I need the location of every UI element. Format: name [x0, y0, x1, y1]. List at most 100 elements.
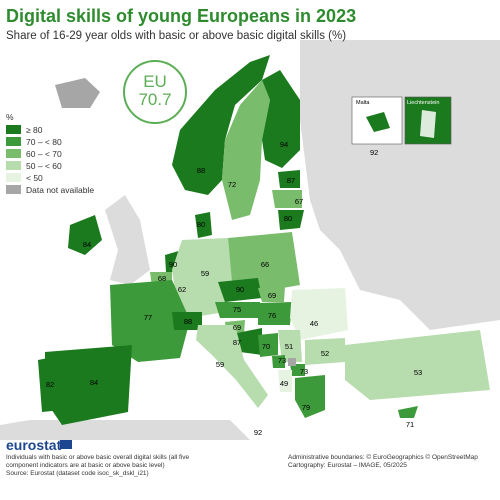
- label-switzerland: 88: [184, 317, 192, 326]
- legend-item: 60 – < 70: [6, 148, 94, 159]
- switzerland-region: [172, 312, 202, 330]
- inset-malta: Malta 92: [351, 96, 403, 157]
- legend-swatch: [6, 137, 21, 146]
- footer-source: Source: Eurostat (dataset code isoc_sk_d…: [6, 470, 149, 477]
- page-subtitle: Share of 16-29 year olds with basic or a…: [6, 30, 347, 42]
- bosnia-region: [258, 333, 278, 357]
- legend-label: ≥ 80: [26, 124, 43, 135]
- label-portugal: 82: [46, 380, 54, 389]
- legend-label: < 50: [26, 172, 43, 183]
- finland-region: [262, 70, 300, 168]
- page-title: Digital skills of young Europeans in 202…: [6, 6, 357, 26]
- inset-liechtenstein: Liechtenstein: [404, 96, 452, 145]
- portugal-region: [38, 356, 62, 412]
- legend-swatch: [6, 149, 21, 158]
- eu-average-badge: EU 70.7: [123, 60, 187, 124]
- uk-land: [105, 195, 150, 285]
- label-hungary: 76: [268, 311, 276, 320]
- legend-label: 60 – < 70: [26, 148, 62, 159]
- label-slovakia: 69: [268, 291, 276, 300]
- albania-region: [278, 370, 292, 392]
- eu-badge-label: EU: [143, 72, 167, 91]
- label-sweden: 72: [228, 180, 236, 189]
- label-finland: 94: [280, 140, 288, 149]
- footer-note-line: component indicators are at basic or abo…: [6, 462, 165, 469]
- label-spain: 84: [90, 378, 98, 387]
- label-belgium: 68: [158, 274, 166, 283]
- label-latvia: 67: [295, 197, 303, 206]
- legend-unit: %: [6, 112, 14, 122]
- footer-boundaries: Administrative boundaries: © EuroGeograp…: [288, 454, 478, 461]
- label-netherlands: 90: [169, 260, 177, 269]
- label-italy: 59: [216, 360, 224, 369]
- germany-region: [172, 238, 232, 318]
- legend-label: 70 – < 80: [26, 136, 62, 147]
- label-romania: 46: [310, 319, 318, 328]
- austria-region: [215, 302, 260, 318]
- ireland-region: [68, 215, 102, 255]
- label-bulgaria: 52: [321, 349, 329, 358]
- label-austria: 75: [233, 305, 241, 314]
- hungary-region: [258, 302, 292, 325]
- spain-region: [45, 345, 132, 425]
- label-czechia: 90: [236, 285, 244, 294]
- footer-note-line: Individuals with basic or above basic ov…: [6, 454, 190, 461]
- sweden-region: [222, 80, 270, 220]
- label-poland: 66: [261, 260, 269, 269]
- label-norway: 88: [197, 166, 205, 175]
- label-greece: 79: [302, 403, 310, 412]
- turkiye-region: [345, 330, 490, 400]
- slovakia-region: [258, 286, 285, 302]
- poland-region: [228, 232, 300, 292]
- legend-label: 50 – < 60: [26, 160, 62, 171]
- inset-malta-value: 92: [370, 148, 378, 157]
- serbia-region: [278, 330, 302, 362]
- estonia-region: [278, 170, 300, 188]
- lithuania-region: [278, 210, 304, 230]
- legend-swatch: [6, 125, 21, 134]
- romania-region: [290, 288, 348, 340]
- country-labels: 94 88 72 87 67 80 80 84 90 68 62 59 66 9…: [46, 140, 422, 437]
- label-lithuania: 80: [284, 214, 292, 223]
- kosovo-region: [288, 358, 296, 366]
- eurostat-logo: eurostat: [6, 437, 62, 453]
- legend-label: Data not available: [26, 184, 95, 195]
- label-germany: 59: [201, 269, 209, 278]
- legend-item: ≥ 80: [6, 124, 94, 135]
- africa-land: [0, 420, 250, 440]
- legend-swatch: [6, 161, 21, 170]
- label-ireland: 84: [83, 240, 91, 249]
- iceland-land: [55, 78, 100, 108]
- europe-map: 94 88 72 87 67 80 80 84 90 68 62 59 66 9…: [0, 40, 500, 440]
- inset-liechtenstein-label: Liechtenstein: [407, 100, 439, 106]
- north-macedonia-region: [290, 364, 305, 376]
- label-slovenia: 69: [233, 323, 241, 332]
- legend: % ≥ 80 70 – < 80 60 – < 70 50 – < 60 < 5…: [6, 112, 94, 196]
- czechia-region: [218, 278, 262, 302]
- label-albania: 49: [280, 379, 288, 388]
- legend-item: 50 – < 60: [6, 160, 94, 171]
- label-estonia: 87: [287, 176, 295, 185]
- inset-malta-label: Malta: [356, 100, 370, 106]
- label-turkiye: 53: [414, 368, 422, 377]
- cyprus-region: [398, 406, 418, 418]
- label-malta: 92: [254, 428, 262, 437]
- label-north-macedonia: 73: [300, 367, 308, 376]
- italy-region: [196, 325, 268, 408]
- eu-badge-value: 70.7: [138, 90, 172, 109]
- denmark-region: [195, 212, 212, 238]
- legend-item: 70 – < 80: [6, 136, 94, 147]
- footer-credits: Administrative boundaries: © EuroGeograp…: [288, 454, 478, 470]
- label-serbia: 51: [285, 342, 293, 351]
- montenegro-region: [272, 355, 285, 368]
- legend-item: Data not available: [6, 184, 94, 195]
- label-bosnia: 70: [262, 342, 270, 351]
- label-luxembourg: 62: [178, 285, 186, 294]
- latvia-region: [272, 190, 302, 208]
- label-denmark: 80: [197, 220, 205, 229]
- label-montenegro: 73: [278, 356, 286, 365]
- legend-swatch: [6, 173, 21, 182]
- footer-cartography: Cartography: Eurostat – IMAGE, 05/2025: [288, 462, 407, 469]
- footer-notes: Individuals with basic or above basic ov…: [6, 454, 226, 478]
- legend-item: < 50: [6, 172, 94, 183]
